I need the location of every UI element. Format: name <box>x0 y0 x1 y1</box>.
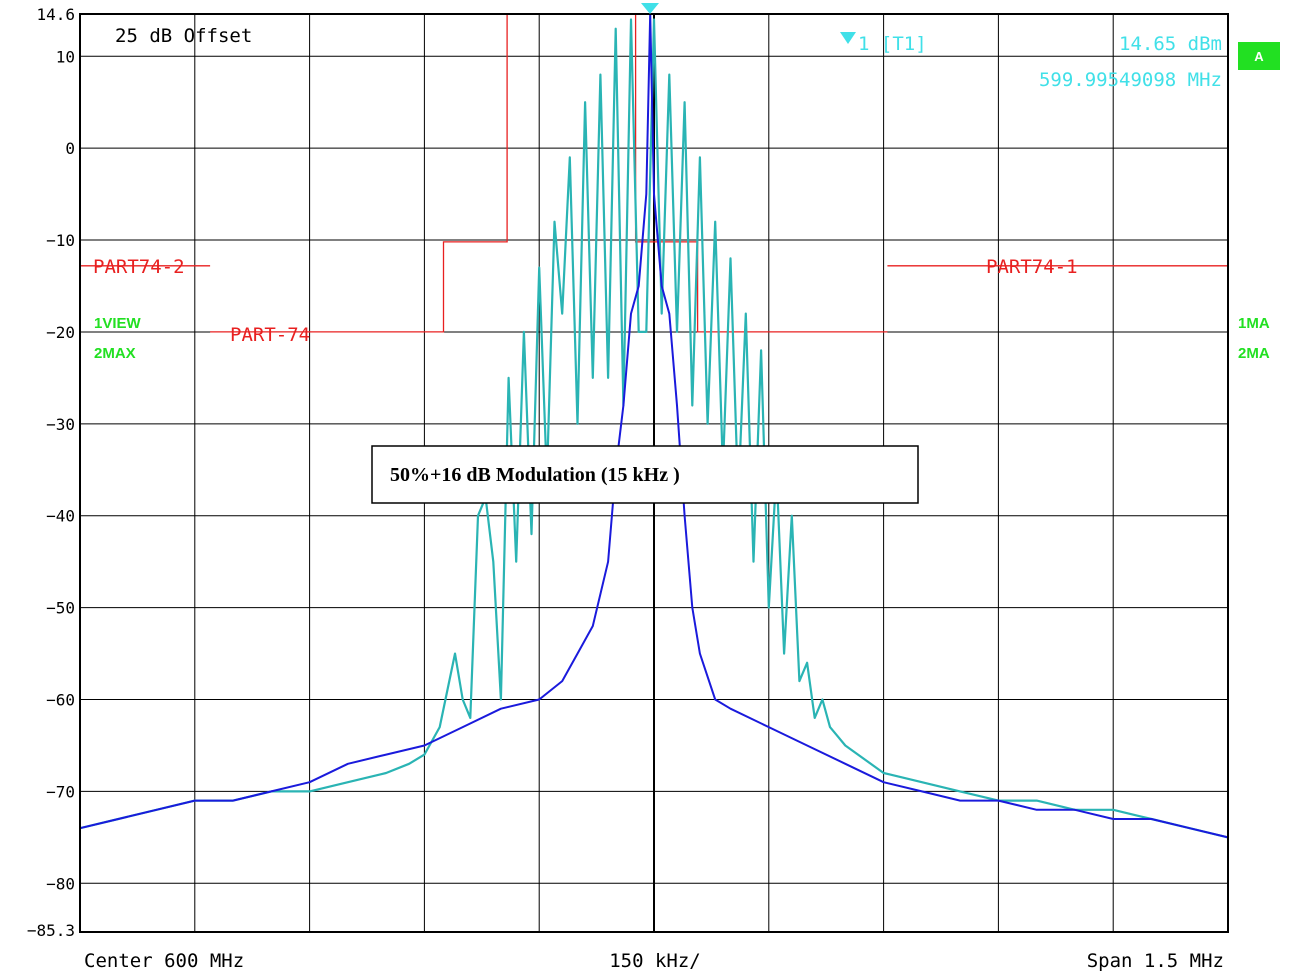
limit-label-part-74: PART-74 <box>230 324 310 346</box>
y-tick-label: −30 <box>46 415 75 434</box>
y-tick-label: −80 <box>46 874 75 893</box>
marker-label: 1 [T1] <box>858 33 927 55</box>
y-tick-label: 10 <box>56 47 75 66</box>
y-tick-label: −20 <box>46 323 75 342</box>
plot-frame <box>79 13 1229 933</box>
offset-label: 25 dB Offset <box>115 25 252 47</box>
annotation-text: 50%+16 dB Modulation (15 kHz ) <box>390 464 680 486</box>
limit-label-part74-1: PART74-1 <box>986 256 1078 278</box>
annotation-box: 50%+16 dB Modulation (15 kHz ) <box>371 445 919 504</box>
trace-label-2max: 2MAX <box>94 345 136 362</box>
a-badge: A <box>1238 42 1280 70</box>
trace-label-1view: 1VIEW <box>94 315 142 332</box>
limit-label-part74-2: PART74-2 <box>93 256 185 278</box>
marker-readout: 1 [T1] 14.65 dBm 599.99549098 MHz <box>641 3 1222 91</box>
y-tick-label: −40 <box>46 507 75 526</box>
y-tick-label: −60 <box>46 691 75 710</box>
marker-frequency: 599.99549098 MHz <box>1039 69 1222 91</box>
y-tick-label: −70 <box>46 782 75 801</box>
y-tick-label: 0 <box>65 139 75 158</box>
y-tick-label: 14.6 <box>36 5 75 24</box>
per-division-label: 150 kHz/ <box>609 950 701 972</box>
y-tick-label: −50 <box>46 599 75 618</box>
center-frequency-label: Center 600 MHz <box>84 950 244 972</box>
limit-line <box>210 13 888 333</box>
y-tick-label: −10 <box>46 231 75 250</box>
marker-triangle-icon <box>840 32 856 44</box>
y-axis-ticks: 14.6 10 0 −10 −20 −30 −40 −50 −60 −70 −80 −85.3 <box>27 5 75 940</box>
peak-marker-icon <box>641 3 659 14</box>
a-badge-label: A <box>1254 49 1264 64</box>
trace-label-1ma: 1MA <box>1238 315 1270 332</box>
trace-label-2ma: 2MA <box>1238 345 1270 362</box>
y-tick-label: −85.3 <box>27 921 75 940</box>
marker-level: 14.65 dBm <box>1119 33 1222 55</box>
span-label: Span 1.5 MHz <box>1087 950 1224 972</box>
trace-line-1 <box>79 18 1229 839</box>
